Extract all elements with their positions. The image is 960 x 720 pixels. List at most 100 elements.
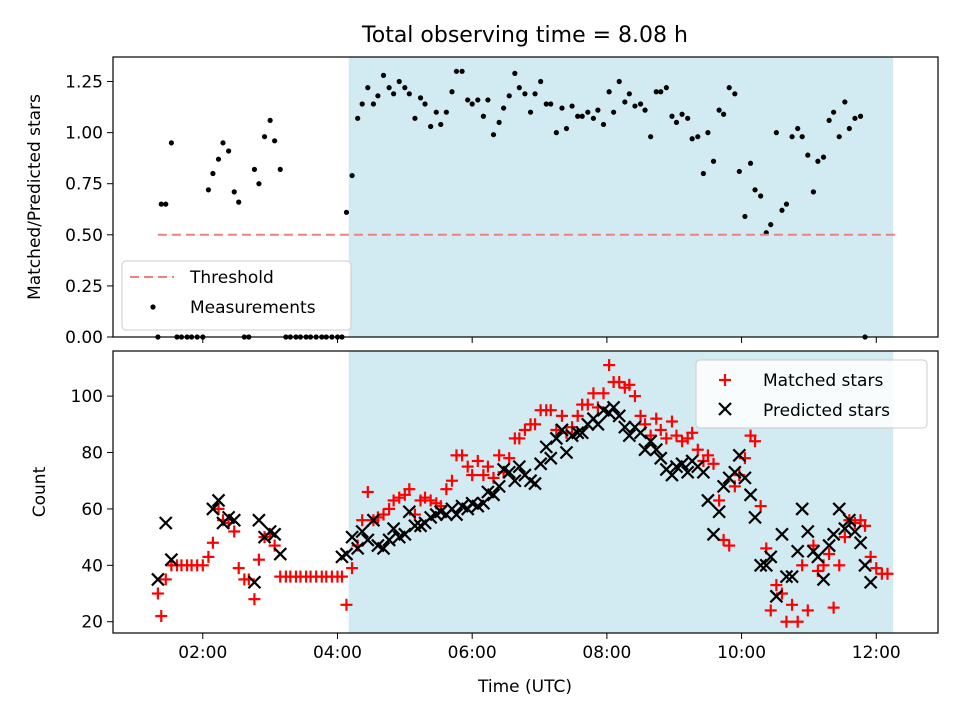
measurement-point bbox=[532, 91, 538, 97]
matched-stars-point bbox=[770, 579, 783, 592]
measurement-point bbox=[590, 115, 597, 121]
top-x-ticks bbox=[202, 337, 877, 343]
bottom-y-tick-label: 60 bbox=[81, 500, 103, 520]
measurement-point bbox=[453, 68, 460, 74]
measurement-point bbox=[679, 111, 685, 117]
predicted-stars-point bbox=[842, 513, 857, 527]
matched-stars-point bbox=[754, 500, 767, 513]
predicted-stars-point bbox=[376, 541, 391, 556]
predicted-stars-point bbox=[512, 459, 527, 474]
predicted-stars-point bbox=[785, 569, 799, 584]
predicted-stars-point bbox=[355, 524, 369, 539]
x-tick-label: 12:00 bbox=[852, 643, 901, 663]
matched-stars-point bbox=[424, 494, 437, 507]
measurement-point bbox=[365, 85, 371, 91]
predicted-stars-point bbox=[539, 440, 554, 454]
predicted-stars-point bbox=[622, 428, 637, 443]
predicted-stars-point bbox=[665, 468, 679, 482]
predicted-stars-point bbox=[158, 516, 173, 530]
measurement-point bbox=[585, 109, 591, 115]
measurement-point bbox=[256, 181, 262, 187]
matched-stars-point bbox=[393, 491, 406, 504]
predicted-stars-point bbox=[753, 558, 768, 573]
predicted-stars-point bbox=[247, 575, 262, 590]
measurement-point bbox=[673, 119, 680, 126]
measurement-point bbox=[611, 109, 617, 115]
predicted-stars-point bbox=[533, 457, 548, 471]
measurement-point bbox=[721, 111, 727, 117]
predicted-stars-point bbox=[549, 431, 564, 446]
legend-measurements-swatch bbox=[150, 304, 156, 310]
measurement-point bbox=[370, 101, 377, 107]
measurement-point bbox=[422, 101, 428, 107]
measurement-point bbox=[231, 189, 237, 195]
measurement-point bbox=[402, 85, 408, 91]
matched-stars-point bbox=[383, 502, 396, 515]
predicted-stars-point bbox=[763, 550, 778, 564]
measurement-point bbox=[705, 130, 711, 136]
matched-stars-point bbox=[707, 457, 720, 470]
measurement-point bbox=[815, 158, 821, 164]
matched-stars-point bbox=[654, 423, 667, 436]
measurement-point bbox=[480, 113, 487, 119]
matched-stars-point bbox=[440, 483, 453, 496]
measurement-point bbox=[826, 117, 832, 123]
measurement-point bbox=[465, 97, 471, 103]
measurement-point bbox=[820, 154, 827, 160]
measurement-point bbox=[563, 125, 570, 132]
predicted-stars-point bbox=[775, 527, 789, 542]
matched-stars-point bbox=[196, 559, 209, 572]
bottom-y-axis-label: Count bbox=[30, 466, 50, 517]
predicted-stars-point bbox=[382, 533, 396, 547]
x-tick-label: 04:00 bbox=[313, 643, 362, 663]
top-shaded-region bbox=[348, 57, 894, 337]
predicted-stars-point bbox=[680, 465, 695, 480]
legend-matched-label: Matched stars bbox=[763, 371, 883, 391]
measurement-point bbox=[251, 166, 258, 173]
top-axes-frame bbox=[112, 56, 939, 338]
predicted-stars-point bbox=[206, 502, 220, 516]
predicted-stars-point bbox=[716, 479, 731, 494]
matched-stars-point bbox=[445, 474, 458, 487]
matched-stars-point bbox=[691, 443, 704, 456]
predicted-stars-point bbox=[408, 519, 422, 533]
measurement-point bbox=[469, 101, 475, 107]
predicted-stars-point bbox=[653, 451, 668, 465]
measurement-point bbox=[752, 187, 758, 193]
predicted-stars-point bbox=[811, 550, 825, 564]
predicted-stars-point bbox=[398, 527, 412, 542]
measurement-point bbox=[443, 109, 449, 115]
measurement-point bbox=[428, 123, 434, 130]
measurement-point bbox=[758, 193, 764, 199]
matched-stars-point bbox=[701, 449, 714, 462]
matched-stars-point bbox=[481, 460, 494, 473]
measurement-point bbox=[836, 134, 842, 140]
top-y-tick-label: 0.50 bbox=[65, 226, 103, 246]
matched-stars-point bbox=[827, 601, 840, 614]
measurement-point bbox=[632, 103, 638, 109]
measurement-point bbox=[527, 109, 534, 115]
matched-stars-point bbox=[644, 429, 657, 442]
x-tick-label: 10:00 bbox=[717, 643, 766, 663]
measurement-point bbox=[773, 130, 779, 136]
measurement-point bbox=[559, 105, 565, 111]
measurement-point bbox=[396, 78, 402, 85]
matched-stars-point bbox=[403, 483, 416, 496]
measurement-point bbox=[789, 134, 795, 140]
matched-stars-point bbox=[419, 491, 432, 504]
measurement-point bbox=[220, 140, 226, 146]
matched-stars-point bbox=[796, 559, 809, 572]
predicted-stars-point bbox=[790, 544, 805, 558]
matched-stars-point bbox=[513, 432, 526, 445]
predicted-stars-point bbox=[350, 541, 365, 556]
measurement-point bbox=[277, 166, 283, 173]
measurement-point bbox=[747, 160, 754, 166]
matched-stars-point bbox=[670, 429, 683, 442]
top-data-points bbox=[155, 68, 868, 340]
x-axis-label: Time (UTC) bbox=[477, 677, 572, 697]
predicted-stars-point bbox=[633, 426, 648, 440]
matched-stars-point bbox=[623, 378, 636, 391]
matched-stars-point bbox=[346, 562, 359, 575]
predicted-stars-point bbox=[402, 504, 417, 519]
bottom-y-tick-label: 40 bbox=[81, 556, 103, 576]
